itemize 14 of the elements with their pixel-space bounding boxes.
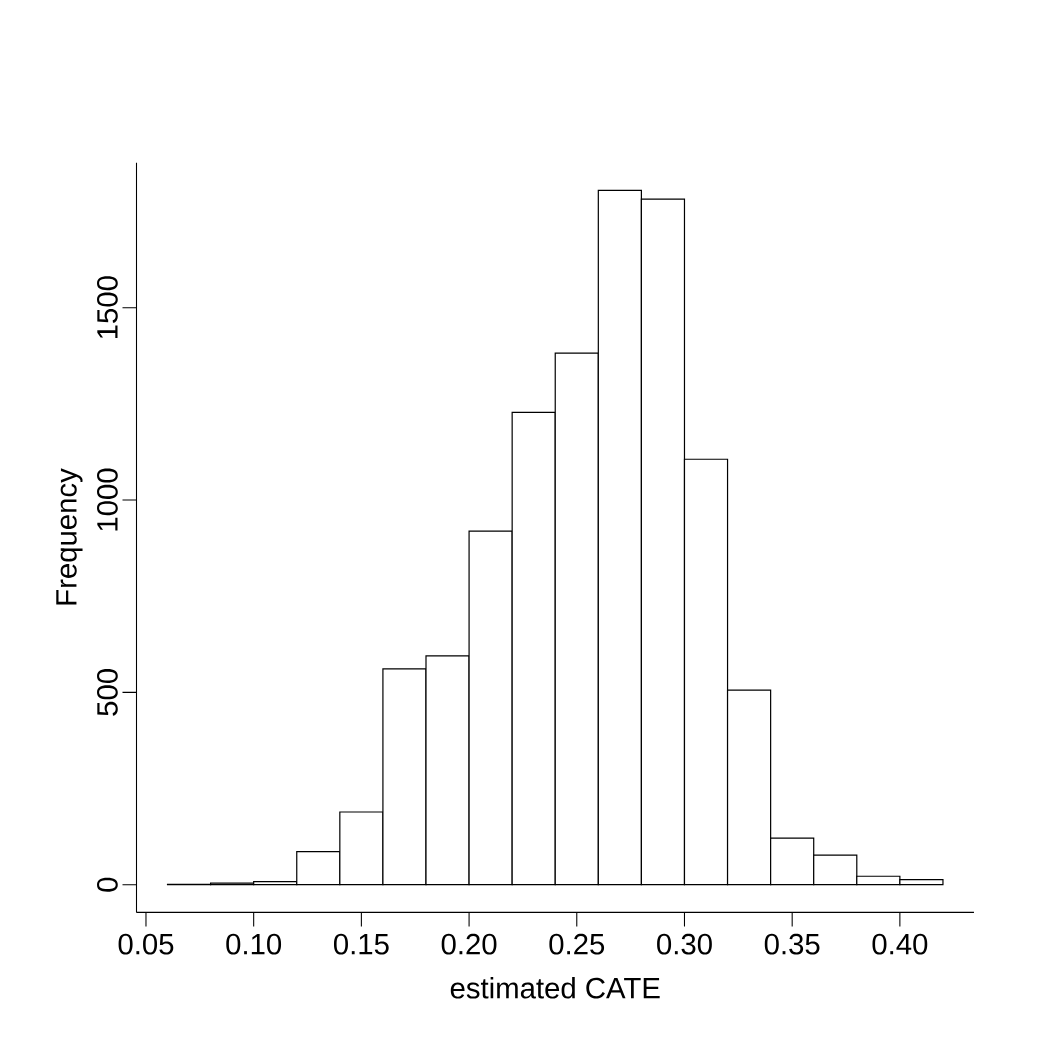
y-tick-label: 0 (97, 877, 118, 892)
x-tick-label: 0.35 (764, 933, 820, 955)
x-tick-label: 0.40 (872, 933, 928, 955)
x-tick-label: 0.10 (226, 933, 282, 955)
y-tick-label: 1000 (97, 468, 118, 531)
y-tick-label: 500 (97, 669, 118, 716)
x-tick-label: 0.25 (549, 933, 605, 955)
y-tick-label: 1500 (97, 276, 118, 339)
x-tick-label: 0.30 (657, 933, 712, 955)
x-axis-title: estimated CATE (450, 977, 660, 999)
y-axis-title: Frequency (56, 468, 83, 605)
x-tick-label: 0.15 (333, 933, 389, 955)
x-tick-label: 0.20 (441, 933, 497, 955)
x-tick-label: 0.05 (118, 933, 174, 955)
